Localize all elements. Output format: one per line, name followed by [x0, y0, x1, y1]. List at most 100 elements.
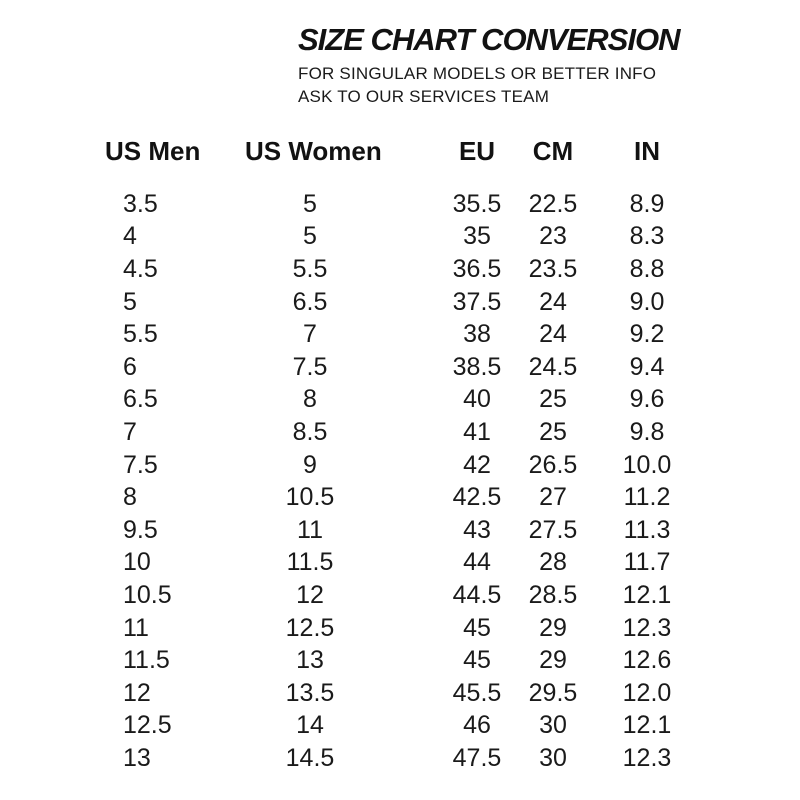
cell-in: 8.9	[629, 189, 665, 218]
cell-eu: 36.5	[452, 254, 502, 283]
table-row: 3.5 5 35.5 22.5 8.9	[0, 188, 800, 221]
cell-cm: 29	[539, 613, 567, 642]
cell-us-women: 10.5	[285, 483, 335, 512]
cell-us-women: 11.5	[286, 548, 334, 577]
cell-in: 12.1	[622, 580, 672, 609]
cell-in: 9.6	[629, 385, 665, 414]
cell-cm: 27	[539, 483, 567, 512]
table-row: 7.5 9 42 26.5 10.0	[0, 449, 800, 482]
table-row: 8 10.5 42.5 27 11.2	[0, 481, 800, 514]
cell-cm: 30	[539, 743, 567, 772]
subtitle-line-1: FOR SINGULAR MODELS OR BETTER INFO	[298, 64, 657, 83]
table-row: 10.5 12 44.5 28.5 12.1	[0, 579, 800, 612]
cell-cm: 24.5	[528, 352, 578, 381]
cell-us-men: 8	[123, 483, 137, 512]
cell-us-women: 6.5	[292, 287, 328, 316]
column-header-cm: CM	[532, 135, 574, 166]
cell-us-women: 13	[296, 646, 324, 675]
cell-eu: 46	[463, 711, 491, 740]
cell-us-men: 4	[123, 222, 137, 251]
cell-cm: 25	[539, 385, 567, 414]
cell-eu: 35.5	[452, 189, 502, 218]
page-subtitle: FOR SINGULAR MODELS OR BETTER INFO ASK T…	[298, 62, 656, 108]
table-row: 11.5 13 45 29 12.6	[0, 644, 800, 677]
cell-eu: 35	[463, 222, 491, 251]
cell-cm: 30	[539, 711, 567, 740]
cell-eu: 45	[463, 646, 491, 675]
cell-in: 12.6	[622, 646, 672, 675]
cell-in: 12.1	[622, 711, 672, 740]
table-row: 7 8.5 41 25 9.8	[0, 416, 800, 449]
cell-in: 12.0	[622, 678, 672, 707]
cell-us-women: 14	[296, 711, 324, 740]
cell-eu: 44.5	[452, 580, 502, 609]
cell-eu: 41	[463, 417, 491, 446]
cell-eu: 43	[463, 515, 491, 544]
cell-cm: 24	[539, 320, 567, 349]
cell-in: 11.3	[623, 515, 671, 544]
cell-eu: 38	[463, 320, 491, 349]
cell-us-men: 7.5	[123, 450, 158, 479]
cell-cm: 28.5	[528, 580, 578, 609]
table-row: 12.5 14 46 30 12.1	[0, 710, 800, 743]
cell-us-men: 5	[123, 287, 137, 316]
cell-cm: 24	[539, 287, 567, 316]
cell-us-men: 6.5	[123, 385, 158, 414]
cell-us-men: 10.5	[123, 580, 172, 609]
cell-cm: 26.5	[528, 450, 578, 479]
cell-in: 11.2	[623, 483, 671, 512]
table-body: 3.5 5 35.5 22.5 8.9 4 5 35 23 8.3 4.5 5.5 36.5 23.5 8.…	[0, 188, 800, 775]
cell-us-men: 12	[123, 678, 151, 707]
cell-us-men: 10	[123, 548, 151, 577]
cell-us-men: 9.5	[123, 515, 158, 544]
cell-in: 9.8	[629, 417, 665, 446]
cell-eu: 37.5	[452, 287, 502, 316]
cell-in: 12.3	[622, 613, 672, 642]
cell-in: 11.7	[623, 548, 671, 577]
page-title: SIZE CHART CONVERSION	[298, 22, 680, 57]
cell-us-women: 11	[297, 515, 323, 544]
table-row: 6 7.5 38.5 24.5 9.4	[0, 351, 800, 384]
cell-cm: 29.5	[528, 678, 578, 707]
cell-eu: 47.5	[452, 743, 502, 772]
cell-in: 9.4	[629, 352, 665, 381]
cell-us-men: 4.5	[123, 254, 158, 283]
cell-us-women: 9	[303, 450, 317, 479]
table-row: 10 11.5 44 28 11.7	[0, 547, 800, 580]
cell-cm: 27.5	[528, 515, 578, 544]
table-header-row: US Men US Women EU CM IN	[0, 136, 800, 166]
column-header-us-men: US Men	[105, 135, 201, 166]
cell-eu: 42.5	[452, 483, 502, 512]
cell-eu: 42	[463, 450, 491, 479]
cell-us-women: 13.5	[285, 678, 335, 707]
table-row: 5.5 7 38 24 9.2	[0, 318, 800, 351]
cell-us-women: 5	[303, 189, 317, 218]
cell-eu: 38.5	[452, 352, 502, 381]
table-row: 12 13.5 45.5 29.5 12.0	[0, 677, 800, 710]
table-row: 4 5 35 23 8.3	[0, 221, 800, 254]
cell-us-women: 8.5	[292, 417, 328, 446]
cell-us-women: 5	[303, 222, 317, 251]
cell-us-women: 7	[303, 320, 317, 349]
cell-us-men: 11.5	[123, 646, 170, 675]
subtitle-line-2: ASK TO OUR SERVICES TEAM	[298, 87, 550, 106]
cell-cm: 23.5	[528, 254, 578, 283]
cell-us-men: 3.5	[123, 189, 158, 218]
cell-us-men: 11	[123, 613, 149, 642]
cell-cm: 28	[539, 548, 567, 577]
cell-in: 9.2	[629, 320, 665, 349]
cell-us-men: 6	[123, 352, 137, 381]
cell-us-men: 13	[123, 743, 151, 772]
table-row: 5 6.5 37.5 24 9.0	[0, 286, 800, 319]
cell-us-women: 8	[303, 385, 317, 414]
cell-us-men: 5.5	[123, 320, 158, 349]
column-header-in: IN	[634, 135, 660, 166]
cell-cm: 23	[539, 222, 567, 251]
table-row: 13 14.5 47.5 30 12.3	[0, 742, 800, 775]
cell-us-men: 7	[123, 417, 137, 446]
cell-in: 8.3	[629, 222, 665, 251]
cell-cm: 25	[539, 417, 567, 446]
column-header-eu: EU	[458, 135, 496, 166]
table-row: 6.5 8 40 25 9.6	[0, 384, 800, 417]
